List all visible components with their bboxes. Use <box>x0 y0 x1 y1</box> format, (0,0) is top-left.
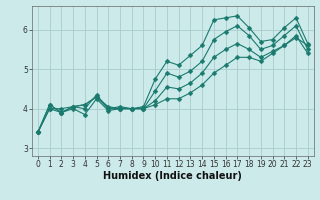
X-axis label: Humidex (Indice chaleur): Humidex (Indice chaleur) <box>103 171 242 181</box>
